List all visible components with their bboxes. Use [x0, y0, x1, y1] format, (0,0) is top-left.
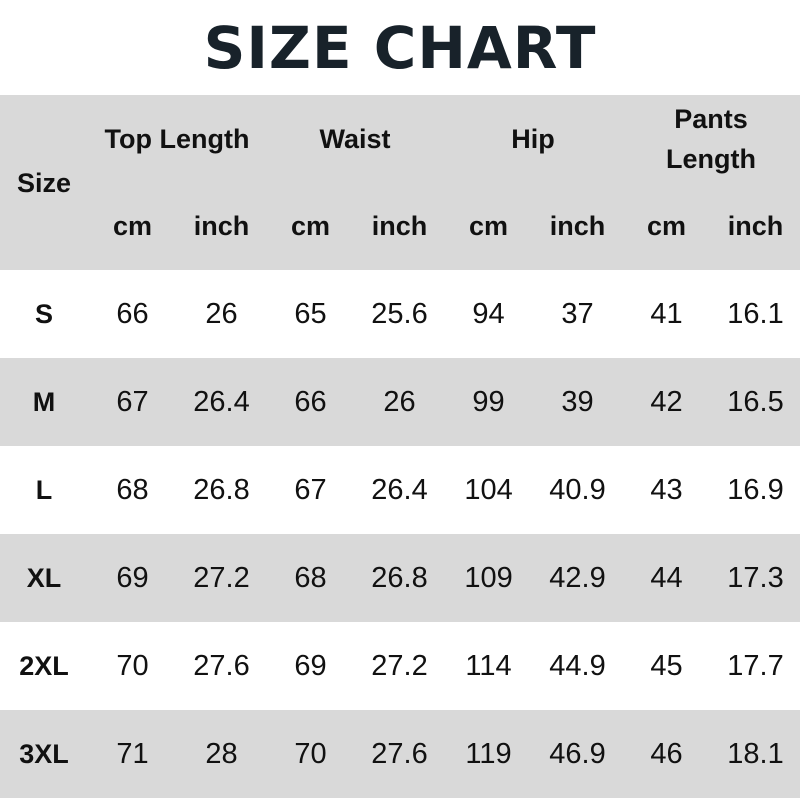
value-cell: 67: [116, 385, 149, 418]
table-row: XL 69 27.2 68 26.8 109 42.9 44 17.3: [0, 534, 800, 622]
value-cell: 67: [294, 473, 327, 506]
size-cell: 2XL: [19, 650, 69, 681]
unit-header-cm: cm: [647, 211, 687, 241]
table-row: 3XL 71 28 70 27.6 119 46.9 46 18.1: [0, 710, 800, 798]
value-cell: 27.2: [371, 649, 428, 682]
value-cell: 68: [294, 561, 327, 594]
value-cell: 44: [650, 561, 683, 594]
value-cell: 68: [116, 473, 149, 506]
value-cell: 69: [116, 561, 149, 594]
value-cell: 16.9: [727, 473, 784, 506]
value-cell: 46.9: [549, 737, 606, 770]
table-row: S 66 26 65 25.6 94 37 41 16.1: [0, 270, 800, 358]
value-cell: 25.6: [371, 297, 428, 330]
value-cell: 41: [650, 297, 683, 330]
value-cell: 66: [116, 297, 149, 330]
unit-header-inch: inch: [371, 211, 428, 241]
unit-header-cm: cm: [112, 211, 153, 241]
size-cell: S: [34, 298, 53, 329]
value-cell: 37: [561, 297, 594, 330]
value-cell: 42.9: [549, 561, 606, 594]
value-cell: 70: [294, 737, 327, 770]
page-title: SIZE CHART: [203, 13, 597, 82]
value-cell: 119: [465, 737, 512, 770]
value-cell: 28: [205, 737, 238, 770]
value-cell: 99: [472, 385, 505, 418]
value-cell: 26: [383, 385, 416, 418]
table-row: 2XL 70 27.6 69 27.2 114 44.9 45 17.7: [0, 622, 800, 710]
value-cell: 16.5: [727, 385, 784, 418]
size-cell: 3XL: [19, 738, 69, 769]
value-cell: 39: [561, 385, 594, 418]
value-cell: 26.4: [371, 473, 428, 506]
value-cell: 71: [116, 737, 149, 770]
value-cell: 17.7: [727, 649, 784, 682]
value-cell: 43: [650, 473, 683, 506]
value-cell: 114: [465, 649, 512, 682]
value-cell: 65: [294, 297, 327, 330]
value-cell: 66: [294, 385, 327, 418]
unit-header-cm: cm: [290, 211, 331, 241]
value-cell: 70: [116, 649, 149, 682]
size-cell: L: [35, 474, 53, 505]
waist-header: Waist: [319, 124, 391, 154]
value-cell: 46: [650, 737, 683, 770]
value-cell: 40.9: [549, 473, 606, 506]
value-cell: 26.4: [193, 385, 250, 418]
value-cell: 16.1: [727, 297, 784, 330]
unit-header-inch: inch: [193, 211, 250, 241]
value-cell: 26.8: [371, 561, 428, 594]
value-cell: 94: [472, 297, 505, 330]
value-cell: 27.2: [193, 561, 250, 594]
unit-header-cm: cm: [469, 211, 509, 241]
value-cell: 42: [650, 385, 683, 418]
value-cell: 26: [205, 297, 238, 330]
pants-length-header: Pants Length: [666, 104, 756, 174]
unit-header-inch: inch: [727, 211, 784, 241]
hip-header: Hip: [511, 124, 555, 154]
value-cell: 104: [464, 473, 513, 506]
value-cell: 27.6: [371, 737, 428, 770]
table-row: L 68 26.8 67 26.4 104 40.9 43 16.9: [0, 446, 800, 534]
size-chart-table: Size Top Length Waist Hip Pants Length c…: [0, 95, 800, 798]
value-cell: 17.3: [727, 561, 784, 594]
value-cell: 69: [294, 649, 327, 682]
value-cell: 18.1: [727, 737, 784, 770]
value-cell: 27.6: [193, 649, 250, 682]
size-header: Size: [16, 167, 72, 198]
size-cell: XL: [26, 562, 62, 593]
value-cell: 45: [650, 649, 683, 682]
value-cell: 109: [464, 561, 513, 594]
table-row: M 67 26.4 66 26 99 39 42 16.5: [0, 358, 800, 446]
size-cell: M: [32, 386, 56, 417]
unit-header-inch: inch: [549, 211, 606, 241]
value-cell: 44.9: [549, 649, 606, 682]
value-cell: 26.8: [193, 473, 250, 506]
top-length-header: Top Length: [104, 124, 250, 154]
